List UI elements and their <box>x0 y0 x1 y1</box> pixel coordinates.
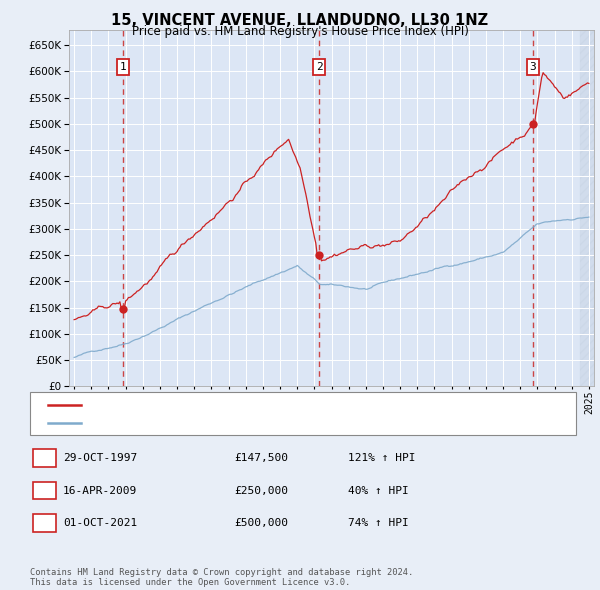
Text: 16-APR-2009: 16-APR-2009 <box>63 486 137 496</box>
Bar <box>580 30 594 386</box>
Text: 15, VINCENT AVENUE, LLANDUDNO, LL30 1NZ: 15, VINCENT AVENUE, LLANDUDNO, LL30 1NZ <box>112 13 488 28</box>
Text: 1: 1 <box>119 62 126 72</box>
Text: 01-OCT-2021: 01-OCT-2021 <box>63 518 137 528</box>
Text: Price paid vs. HM Land Registry's House Price Index (HPI): Price paid vs. HM Land Registry's House … <box>131 25 469 38</box>
Text: 1: 1 <box>41 451 48 465</box>
Text: 3: 3 <box>530 62 536 72</box>
Text: 29-OCT-1997: 29-OCT-1997 <box>63 453 137 463</box>
Text: 121% ↑ HPI: 121% ↑ HPI <box>348 453 416 463</box>
Text: 15, VINCENT AVENUE, LLANDUDNO, LL30 1NZ (detached house): 15, VINCENT AVENUE, LLANDUDNO, LL30 1NZ … <box>87 400 423 410</box>
Text: 2: 2 <box>41 484 48 497</box>
Text: 74% ↑ HPI: 74% ↑ HPI <box>348 518 409 528</box>
Text: £147,500: £147,500 <box>234 453 288 463</box>
Text: HPI: Average price, detached house, Conwy: HPI: Average price, detached house, Conw… <box>87 418 333 428</box>
Text: £500,000: £500,000 <box>234 518 288 528</box>
Text: 2: 2 <box>316 62 323 72</box>
Text: £250,000: £250,000 <box>234 486 288 496</box>
Text: 3: 3 <box>41 516 48 530</box>
Text: Contains HM Land Registry data © Crown copyright and database right 2024.
This d: Contains HM Land Registry data © Crown c… <box>30 568 413 587</box>
Text: 40% ↑ HPI: 40% ↑ HPI <box>348 486 409 496</box>
